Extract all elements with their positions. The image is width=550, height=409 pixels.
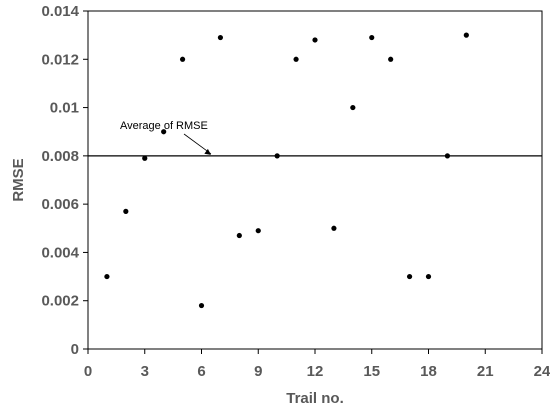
y-tick-label: 0.008: [41, 148, 79, 165]
x-tick-label: 0: [84, 363, 92, 380]
annotation-label: Average of RMSE: [120, 120, 208, 132]
data-point: [179, 56, 186, 62]
y-tick-label: 0.006: [41, 196, 79, 213]
data-point: [350, 104, 356, 111]
y-tick-label: 0.002: [41, 293, 79, 310]
y-tick-label: 0: [71, 341, 79, 358]
x-tick-label: 3: [141, 363, 149, 380]
annotation-arrowhead: [204, 148, 211, 155]
data-point: [425, 273, 432, 280]
data-point: [236, 232, 242, 239]
x-tick-label: 21: [477, 363, 494, 380]
data-point: [406, 273, 413, 280]
y-tick-label: 0.014: [41, 3, 79, 20]
data-point: [388, 56, 394, 62]
data-point: [104, 273, 110, 280]
data-point: [123, 208, 129, 214]
x-tick-label: 24: [534, 363, 550, 380]
data-points: [104, 32, 469, 309]
plot-frame: [87, 10, 543, 350]
data-point: [217, 34, 224, 41]
y-tick-label: 0.004: [41, 244, 79, 261]
tick-marks: [83, 10, 543, 354]
y-tick-label: 0.012: [41, 51, 79, 68]
y-axis-title: RMSE: [10, 158, 27, 201]
y-tick-labels: 0 0.002 0.004 0.006 0.008 0.01 0.012 0.014: [41, 3, 79, 358]
x-axis-title: Trail no.: [286, 390, 344, 407]
data-point: [198, 302, 205, 309]
data-point: [331, 225, 337, 231]
data-point: [463, 32, 469, 38]
y-tick-label: 0.01: [50, 100, 79, 117]
annotation-arrow: [183, 133, 212, 155]
x-tick-label: 9: [254, 363, 262, 380]
data-point: [312, 37, 318, 43]
x-tick-labels: 0 3 6 9 12 15 18 21 24: [84, 363, 550, 380]
x-tick-label: 18: [420, 363, 437, 380]
data-point: [142, 155, 148, 161]
data-point: [161, 129, 167, 135]
data-point: [293, 56, 299, 62]
x-tick-label: 6: [197, 363, 205, 380]
data-point: [255, 228, 261, 234]
data-point: [444, 153, 451, 159]
data-point: [274, 153, 280, 159]
x-tick-label: 12: [307, 363, 324, 380]
x-tick-label: 15: [363, 363, 380, 380]
data-point: [369, 34, 375, 41]
